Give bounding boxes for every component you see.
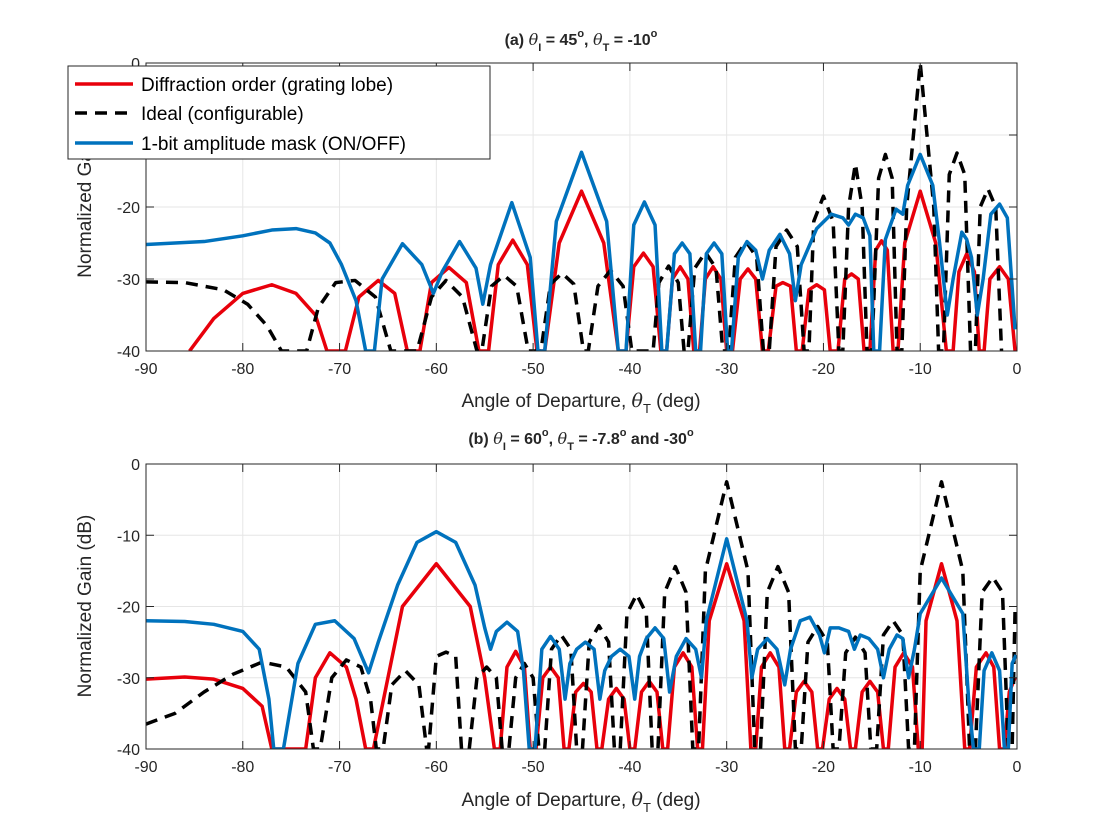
x-tick-label-b-8: -10 — [909, 759, 932, 776]
title-a-sep: , — [584, 32, 593, 49]
title-b-theta-1: θ — [493, 429, 503, 448]
y-tick-label-a-2: -20 — [117, 200, 140, 217]
x-axis-label-b: Angle of Departure, θT (deg) — [461, 789, 700, 815]
x-tick-label-b-1: -80 — [231, 759, 254, 776]
series-line-ideal-b — [146, 480, 1017, 749]
title-b-val-1: = 60 — [506, 431, 542, 448]
x-tick-label-a-6: -30 — [715, 361, 738, 378]
x-tick-label-a-0: -90 — [134, 361, 157, 378]
title-b-sup-1: o — [542, 427, 549, 439]
y-axis-label-b: Normalized Gain (dB) — [75, 515, 96, 698]
grid-b — [146, 464, 1017, 749]
x-tick-label-a-9: 0 — [1013, 361, 1022, 378]
x-tick-label-b-5: -40 — [618, 759, 641, 776]
title-b-theta-2: θ — [558, 429, 568, 448]
y-tick-label-a-0: -40 — [117, 344, 140, 361]
x-tick-label-a-2: -70 — [328, 361, 351, 378]
legend: Diffraction order (grating lobe) Ideal (… — [67, 65, 491, 160]
legend-box — [67, 65, 491, 160]
x-axis-label-b-units: (deg) — [651, 790, 701, 811]
series-line-one-bit-b — [146, 529, 1017, 749]
legend-label-ideal: Ideal (configurable) — [141, 104, 304, 125]
title-a-sub-2: T — [603, 42, 610, 54]
y-axis-label-a: Normalized Gain — [75, 136, 96, 278]
panel-title-b: (b) θI = 60o, θT = -7.8o and -30o — [468, 427, 694, 453]
series-line-diffraction-b — [146, 562, 1017, 749]
title-a-theta-1: θ — [529, 30, 539, 49]
y-tick-label-b-2: -20 — [117, 600, 140, 617]
x-axis-label-a-sub: T — [643, 401, 651, 416]
panel-a: -90-80-70-60-50-40-30-20-100-40-30-20-10… — [67, 28, 1022, 416]
title-b-sup-3: o — [687, 427, 694, 439]
title-a-val-1: = 45 — [541, 32, 577, 49]
x-tick-label-a-8: -10 — [909, 361, 932, 378]
x-tick-label-a-5: -40 — [618, 361, 641, 378]
x-axis-label-a-units: (deg) — [651, 391, 701, 412]
x-tick-label-b-3: -60 — [425, 759, 448, 776]
title-b-sep: , — [549, 431, 558, 448]
y-tick-label-b-4: 0 — [131, 457, 140, 474]
x-tick-label-a-1: -80 — [231, 361, 254, 378]
panel-b: -90 -80 -70 -60 -50 -40 -30 -20 -10 0 -40 -30 -20 -10… — [75, 427, 1022, 815]
x-tick-label-a-3: -60 — [425, 361, 448, 378]
panel-prefix-b: (b) — [468, 431, 493, 448]
title-a-sup-2: o — [651, 28, 658, 40]
series-layer-a — [146, 63, 1017, 351]
series-line-ideal-a — [146, 63, 1004, 351]
x-tick-label-b-6: -30 — [715, 759, 738, 776]
y-tick-label-a-1: -30 — [117, 272, 140, 289]
x-axis-label-b-sub: T — [643, 800, 651, 815]
x-axis-label-a-theta: θ — [632, 390, 644, 412]
title-b-sub-1: I — [503, 441, 506, 453]
title-a-sub-1: I — [538, 42, 541, 54]
legend-label-diffraction: Diffraction order (grating lobe) — [141, 75, 393, 96]
title-b-sup-2: o — [620, 427, 627, 439]
title-b-val-3: and -30 — [626, 431, 687, 448]
title-a-theta-2: θ — [593, 30, 603, 49]
x-axis-label-a: Angle of Departure, θT (deg) — [461, 390, 700, 416]
x-axis-label-b-theta: θ — [632, 789, 644, 811]
title-a-val-2: = -10 — [609, 32, 650, 49]
series-line-one-bit-a — [146, 150, 1017, 351]
y-tick-label-b-1: -30 — [117, 671, 140, 688]
x-tick-label-b-2: -70 — [328, 759, 351, 776]
ticks-b: -90 -80 -70 -60 -50 -40 -30 -20 -10 0 -40 -30 -20 -10… — [117, 457, 1022, 776]
y-tick-label-b-3: -10 — [117, 528, 140, 545]
x-tick-label-b-9: 0 — [1013, 759, 1022, 776]
x-tick-label-a-4: -50 — [522, 361, 545, 378]
panel-prefix-a: (a) — [505, 32, 529, 49]
x-tick-label-b-7: -20 — [812, 759, 835, 776]
title-a-sup-1: o — [577, 28, 584, 40]
x-axis-label-a-main: Angle of Departure, — [461, 391, 631, 412]
x-tick-label-b-4: -50 — [522, 759, 545, 776]
panel-title-a: (a) θI = 45o, θT = -10o — [505, 28, 658, 54]
y-tick-label-b-0: -40 — [117, 742, 140, 759]
series-layer-b — [146, 480, 1017, 749]
x-tick-label-a-7: -20 — [812, 361, 835, 378]
x-axis-label-b-main: Angle of Departure, — [461, 790, 631, 811]
title-b-val-2: = -7.8 — [574, 431, 620, 448]
title-b-sub-2: T — [567, 441, 574, 453]
x-tick-label-b-0: -90 — [134, 759, 157, 776]
legend-label-1bit: 1-bit amplitude mask (ON/OFF) — [141, 134, 406, 155]
y-tick-label-a-4: 0 — [131, 56, 140, 73]
